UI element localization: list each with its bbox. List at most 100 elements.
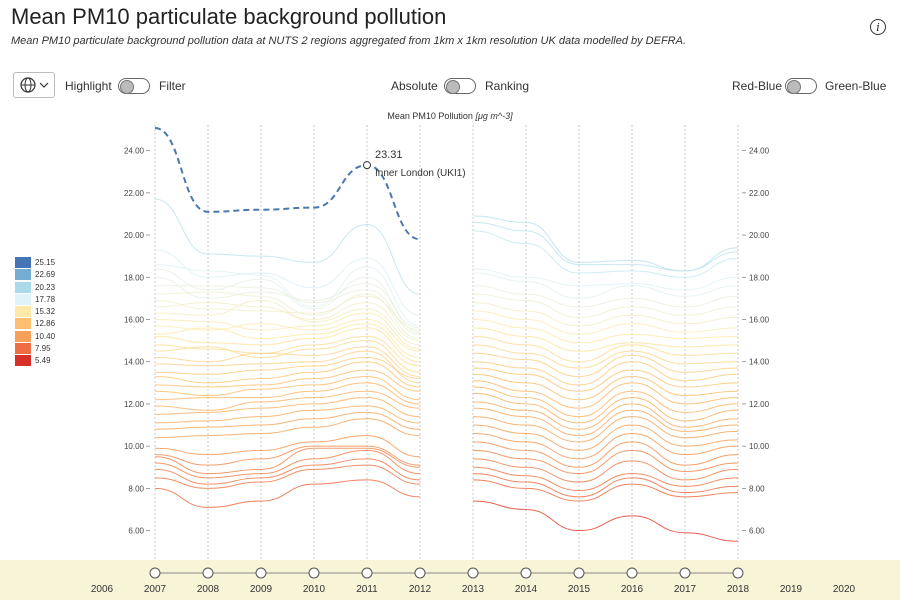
y-tick-label-left: 14.00 (124, 358, 145, 367)
legend-swatch (15, 318, 31, 330)
filter-label: Filter (159, 79, 186, 93)
page-subtitle: Mean PM10 particulate background polluti… (11, 35, 687, 47)
color-scheme-toggle[interactable] (785, 78, 817, 94)
region-series-line (472, 327, 739, 352)
y-tick-label-left: 18.00 (124, 273, 145, 282)
chart-ylabel: Mean PM10 Pollution [μg m^-3] (0, 111, 900, 121)
legend-label: 15.32 (35, 307, 56, 316)
region-series-line (472, 441, 739, 468)
legend-swatch (15, 342, 31, 354)
timeline-year-marker[interactable] (626, 567, 638, 579)
timeline-year-marker[interactable] (679, 567, 691, 579)
timeline-year-marker[interactable] (520, 567, 532, 579)
region-series-line (154, 291, 421, 339)
region-series-line (154, 445, 421, 466)
region-series-line (154, 356, 421, 380)
region-series-line (472, 424, 739, 451)
legend-swatch (15, 257, 31, 268)
timeline-year-label: 2011 (356, 584, 378, 595)
legend-swatch (15, 330, 31, 342)
y-tick-label-left: 20.00 (124, 231, 145, 240)
y-tick-label-right: 12.00 (749, 400, 770, 409)
region-series-line (472, 500, 739, 542)
timeline-year-marker[interactable] (732, 567, 744, 579)
region-series-line (154, 458, 421, 485)
region-series-line (472, 466, 739, 491)
absolute-ranking-toggle[interactable] (444, 78, 476, 94)
legend-item: 7.95 (15, 342, 55, 354)
y-tick-label-left: 6.00 (128, 527, 144, 536)
legend-swatch (15, 355, 31, 366)
timeline-year-marker[interactable] (467, 567, 479, 579)
y-tick-label-left: 24.00 (124, 147, 145, 156)
legend-label: 12.86 (35, 319, 56, 329)
region-series-line (154, 335, 421, 367)
region-series-line (472, 293, 739, 318)
timeline-year-marker[interactable] (255, 567, 267, 579)
chart-ylabel-text: Mean PM10 Pollution (387, 111, 473, 121)
highlight-filter-toggle[interactable] (118, 78, 150, 94)
absolute-label: Absolute (391, 79, 438, 93)
legend-swatch (15, 306, 31, 317)
y-tick-label-right: 8.00 (749, 484, 765, 493)
info-icon[interactable]: i (870, 19, 886, 35)
timeline-year-marker[interactable] (202, 567, 214, 579)
timeline-year-marker[interactable] (414, 567, 426, 579)
timeline-bar (0, 560, 900, 600)
timeline-year-label: 2012 (409, 584, 432, 595)
region-selector-button[interactable] (13, 72, 55, 98)
timeline-year-marker[interactable] (149, 567, 161, 579)
region-series-line (154, 249, 421, 316)
region-series-line (472, 318, 739, 344)
legend-label: 25.15 (35, 258, 56, 267)
timeline-year-label: 2017 (674, 584, 697, 595)
chart-ylabel-unit: [μg m^-3] (475, 111, 513, 121)
color-legend: 25.15 22.69 20.23 17.78 15.32 12.86 10.40 7.95 5… (15, 257, 55, 367)
toggle-knob (120, 80, 134, 94)
legend-label: 10.40 (35, 331, 56, 341)
y-tick-label-right: 10.00 (749, 442, 770, 451)
region-series-line (154, 447, 421, 475)
region-series-line (472, 367, 739, 392)
highlight-point (363, 161, 371, 170)
region-series-line (154, 397, 421, 418)
region-series-line (472, 221, 739, 272)
region-series-line (154, 346, 421, 377)
legend-item: 15.32 (15, 306, 55, 317)
timeline-year-label: 2010 (303, 584, 326, 595)
y-tick-label-right: 16.00 (749, 315, 770, 324)
region-series-line (154, 340, 421, 373)
redblue-label: Red-Blue (732, 79, 783, 93)
timeline-year-marker[interactable] (308, 567, 320, 579)
legend-swatch (15, 293, 31, 305)
highlight-value-label: 23.31 (375, 149, 403, 161)
y-tick-label-right: 22.00 (749, 189, 770, 198)
region-series-line (472, 380, 739, 409)
region-series-line (472, 285, 739, 308)
region-series-line (154, 479, 421, 508)
region-series-line (472, 310, 739, 335)
y-tick-label-right: 6.00 (749, 527, 765, 536)
legend-item: 5.49 (15, 355, 55, 366)
timeline-year-marker[interactable] (573, 567, 585, 579)
ranking-label: Ranking (485, 79, 530, 93)
region-series-line (472, 344, 739, 369)
region-series-line (154, 295, 421, 331)
region-series-line (154, 390, 421, 411)
region-series-line (472, 215, 739, 272)
timeline-year-label: 2006 (91, 584, 114, 595)
region-series-line (472, 268, 739, 291)
region-series-line (154, 435, 421, 458)
region-series-line (154, 350, 421, 384)
region-series-line (154, 382, 421, 405)
legend-label: 20.23 (35, 282, 56, 292)
timeline-year-marker[interactable] (361, 567, 373, 579)
legend-label: 22.69 (35, 270, 56, 280)
toggle-knob (446, 80, 460, 94)
timeline-year-label: 2015 (568, 584, 591, 595)
highlight-label: Highlight (65, 79, 112, 93)
highlighted-series-line (154, 127, 421, 241)
greenblue-label: Green-Blue (825, 79, 887, 93)
legend-item: 12.86 (15, 318, 56, 330)
